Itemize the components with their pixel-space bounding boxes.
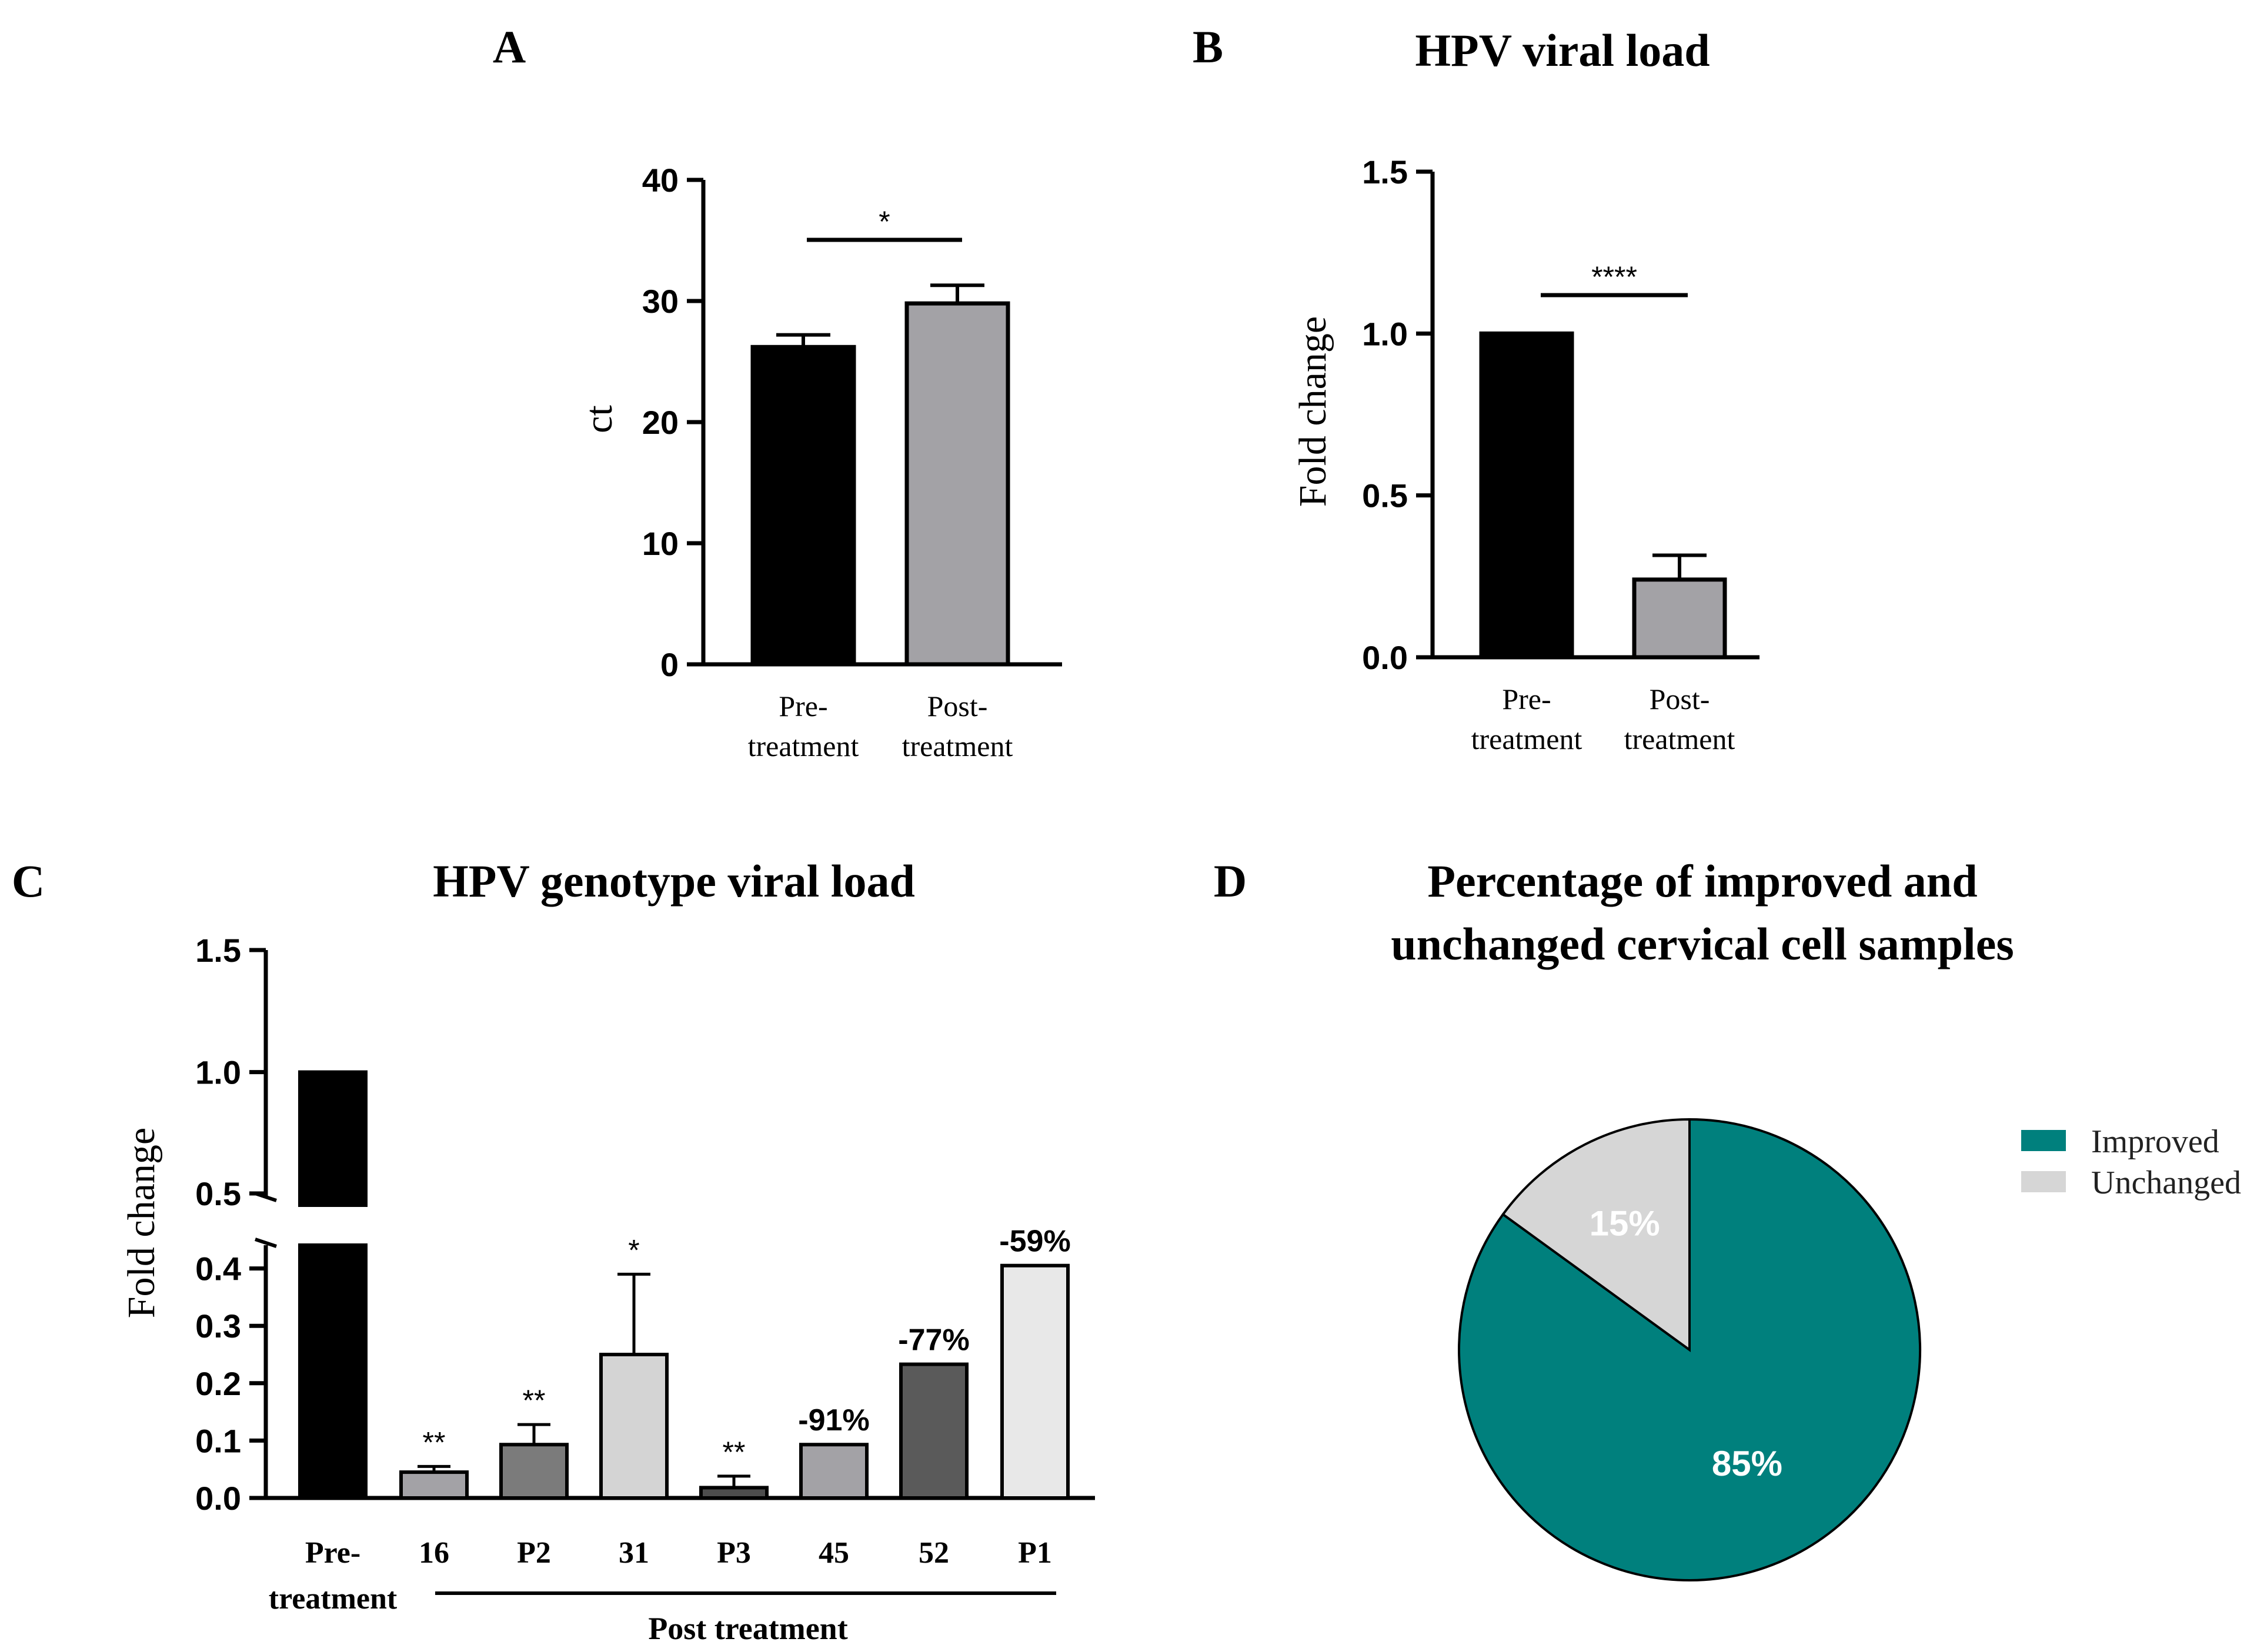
panel-c-category-label: P3 [717, 1536, 751, 1570]
panel-c-y-tick-label: 0.2 [195, 1365, 241, 1402]
panel-b-y-tick-label: 0.5 [1362, 477, 1408, 514]
panel-c-category-label: treatment [269, 1582, 398, 1616]
panel-c-group-label: Post treatment [648, 1611, 847, 1646]
panel-c-bar [899, 1362, 969, 1500]
panel-c-axis-break-mark [255, 1238, 277, 1248]
panel-b-category-label: Pre- [1502, 683, 1551, 715]
pie-slice-improved [1458, 1118, 1921, 1581]
panel-c-bar [1000, 1263, 1070, 1500]
panel-b-significance-label: **** [1591, 260, 1637, 293]
panel-b-y-tick-label: 0.0 [1362, 639, 1408, 676]
panel-a-y-tick-label: 40 [642, 162, 679, 199]
panel-c-category-label: 31 [619, 1536, 649, 1570]
panel-a-y-tick-label: 20 [642, 404, 679, 441]
panel-b-category-label: Post- [1650, 683, 1710, 715]
panel-b-category-label: treatment [1624, 723, 1735, 755]
panel-c-y-tick-label: 0.1 [195, 1422, 241, 1459]
panel-c-category-label: P2 [517, 1536, 551, 1570]
panel-c-bar-annotation: ** [723, 1436, 746, 1469]
pie-slice-unchanged [1501, 1118, 1691, 1352]
panel-d-title-line-2: unchanged cervical cell samples [1391, 918, 2014, 969]
panel-a-category-label: treatment [748, 730, 859, 763]
panel-a-significance-label: * [879, 205, 890, 238]
panel-c-y-tick-label: 1.0 [195, 1054, 241, 1091]
panel-a-category-label: Pre- [779, 690, 827, 723]
legend-swatch-unchanged [2021, 1171, 2066, 1192]
panel-a-category-label: Post- [927, 690, 988, 723]
panel-d-title-line-1: Percentage of improved and [1427, 855, 1977, 907]
panel-d-pie-chart: Percentage of improved and unchanged cer… [1391, 855, 2241, 1581]
panel-b-category-label: treatment [1471, 723, 1582, 755]
panel-c-bar-annotation: * [628, 1233, 639, 1266]
legend-label-unchanged: Unchanged [2091, 1165, 2241, 1201]
panel-c-y-tick-label: 0.3 [195, 1307, 241, 1345]
panel-c-y-tick-label: 0.0 [195, 1480, 241, 1517]
panel-c-category-label: 52 [919, 1536, 949, 1570]
panel-c-y-tick-label: 0.4 [195, 1250, 241, 1288]
panel-c-y-tick-label: 1.5 [195, 932, 241, 969]
panel-c-bar-lower-part [298, 1243, 368, 1500]
panel-label-d: D [1214, 855, 1247, 907]
panel-label-c: C [12, 855, 45, 907]
panel-c-category-label: 45 [819, 1536, 849, 1570]
panel-c-bar-annotation: -77% [898, 1323, 969, 1357]
legend-swatch-improved [2021, 1130, 2066, 1151]
panel-a-category-label: treatment [902, 730, 1013, 763]
panel-a-ylabel: ct [577, 405, 620, 433]
panel-b-bar-chart: HPV viral load Fold change 0.0 0.5 1.0 1.5 P… [1291, 25, 1759, 755]
panel-b-y-tick-label: 1.0 [1362, 315, 1408, 352]
panel-a-bar [904, 301, 1010, 667]
panel-c-ylabel: Fold change [120, 1128, 163, 1318]
panel-b-title: HPV viral load [1415, 25, 1710, 76]
panel-label-a: A [493, 21, 526, 72]
panel-a-y-tick-label: 0 [660, 646, 679, 683]
panel-c-bar-upper-part [298, 1070, 368, 1207]
panel-c-bar-annotation: -59% [999, 1225, 1070, 1259]
panel-c-bar [499, 1443, 569, 1500]
legend-label-improved: Improved [2091, 1123, 2219, 1160]
panel-c-bar-chart: HPV genotype viral load Fold change 0.0 0… [120, 855, 1095, 1646]
panel-b-ylabel: Fold change [1291, 316, 1334, 507]
panel-c-bar [699, 1486, 769, 1500]
panel-b-y-tick-label: 1.5 [1362, 153, 1408, 190]
panel-c-y-tick-label: 0.5 [195, 1175, 241, 1212]
panel-c-bar-annotation: ** [523, 1384, 546, 1417]
panel-a-bar-chart: ct 0 10 20 30 40 Pre-treatment Post-treatment * [577, 162, 1062, 763]
panel-c-bar-annotation: -91% [798, 1403, 869, 1437]
panel-b-bar [1632, 577, 1727, 660]
panel-c-category-label: P1 [1018, 1536, 1052, 1570]
panel-label-b: B [1193, 21, 1223, 72]
panel-a-y-tick-label: 30 [642, 283, 679, 320]
panel-c-category-label: Pre- [305, 1536, 360, 1570]
panel-a-y-tick-label: 10 [642, 525, 679, 562]
pie-slice-label: 15% [1590, 1203, 1660, 1243]
panel-a-bar [750, 345, 856, 667]
panel-c-bar [799, 1443, 869, 1500]
panel-c-bar-annotation: ** [423, 1426, 446, 1459]
panel-b-bar [1479, 331, 1574, 660]
panel-c-bar [399, 1470, 469, 1500]
panel-c-title: HPV genotype viral load [433, 855, 915, 907]
pie-slice-label: 85% [1712, 1444, 1782, 1483]
panel-c-bar [599, 1353, 669, 1500]
panel-c-category-label: 16 [419, 1536, 449, 1570]
